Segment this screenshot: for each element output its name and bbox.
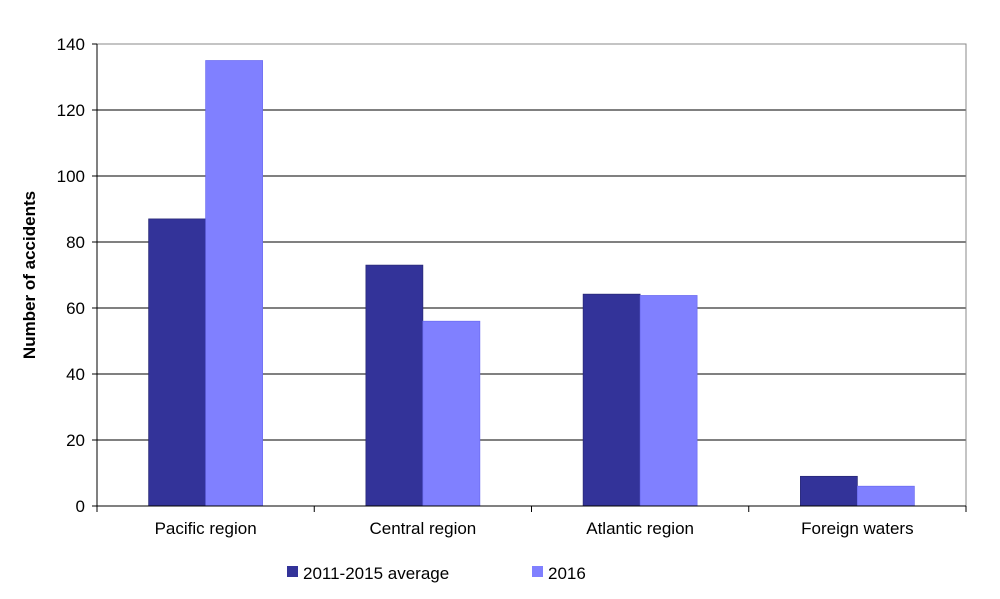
- bar: [205, 60, 263, 507]
- bar: [800, 475, 858, 507]
- x-tick-label: Foreign waters: [801, 519, 913, 538]
- y-axis-label: Number of accidents: [20, 191, 39, 359]
- bar: [582, 293, 641, 507]
- legend-swatch: [287, 566, 298, 577]
- bar: [148, 218, 206, 507]
- y-tick-label: 80: [66, 233, 85, 252]
- y-tick-label: 60: [66, 299, 85, 318]
- legend-swatch: [532, 566, 543, 577]
- y-tick-label: 120: [57, 101, 85, 120]
- legend-label: 2011-2015 average: [303, 564, 449, 583]
- bar: [857, 485, 915, 507]
- legend-label: 2016: [548, 564, 586, 583]
- y-tick-label: 40: [66, 365, 85, 384]
- bar: [639, 295, 698, 507]
- axes: 0 20 40 60 80 100 120 140 Pacific region Central …: [57, 35, 967, 538]
- y-tick-label: 140: [57, 35, 85, 54]
- x-tick-label: Pacific region: [155, 519, 257, 538]
- bar: [422, 320, 481, 507]
- y-tick-label: 100: [57, 167, 85, 186]
- x-tick-label: Central region: [369, 519, 476, 538]
- legend: 2011-2015 average 2016: [287, 564, 586, 583]
- bar: [365, 264, 424, 507]
- x-tick-label: Atlantic region: [586, 519, 694, 538]
- y-tick-label: 20: [66, 431, 85, 450]
- bars: [148, 60, 915, 507]
- y-tick-label: 0: [76, 497, 85, 516]
